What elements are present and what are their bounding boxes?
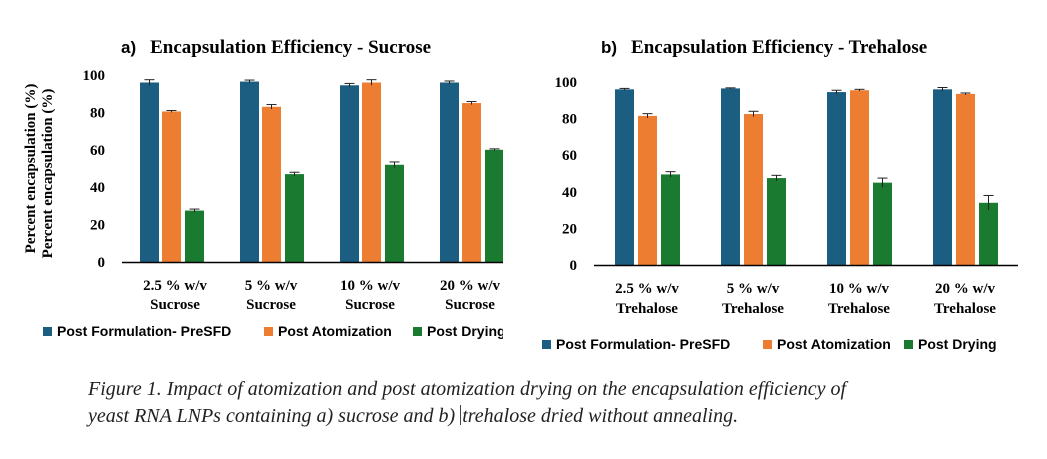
y-tick-label: 80 bbox=[90, 105, 105, 121]
caption-line-2-end: trehalose dried without annealing. bbox=[462, 405, 739, 427]
bar-post-formulation-presfd bbox=[933, 89, 952, 265]
bar-post-atomization bbox=[638, 115, 657, 265]
bar-post-drying bbox=[485, 149, 503, 262]
chart-panel-trehalose: b) Encapsulation Efficiency - Trehalose Pe… bbox=[40, 37, 1018, 352]
y-axis-label: Percent encapsulation (%) bbox=[23, 84, 39, 254]
bar-post-formulation-presfd bbox=[615, 89, 634, 265]
bar-post-atomization bbox=[462, 103, 481, 262]
charts-figure: a) Encapsulation Efficiency - Sucrose Perc… bbox=[23, 37, 1018, 352]
chart-title-text: Encapsulation Efficiency - Trehalose bbox=[631, 37, 927, 58]
x-tick-label: Sucrose bbox=[150, 297, 200, 313]
bar-post-drying bbox=[385, 164, 404, 262]
bar-post-drying bbox=[661, 174, 680, 265]
y-tick-label: 100 bbox=[83, 68, 106, 84]
y-tick-label: 0 bbox=[570, 258, 578, 274]
chart-body-sucrose: a) Encapsulation Efficiency - Sucrose Perc… bbox=[23, 37, 506, 339]
bar-post-atomization bbox=[850, 90, 869, 265]
legend-swatch bbox=[763, 340, 772, 349]
bar-post-drying bbox=[285, 174, 304, 262]
chart-title: b) Encapsulation Efficiency - Trehalose bbox=[601, 37, 927, 58]
bar-post-atomization bbox=[744, 114, 763, 266]
y-tick-label: 20 bbox=[562, 221, 577, 237]
bar-post-formulation-presfd bbox=[440, 82, 459, 262]
bar-post-drying bbox=[767, 178, 786, 265]
x-tick-label: Trehalose bbox=[722, 301, 784, 317]
bar-post-drying bbox=[979, 202, 998, 265]
panel-label: b) bbox=[601, 38, 617, 57]
legend-label: Post Drying bbox=[427, 323, 506, 339]
x-tick-label: 5 % w/v bbox=[245, 278, 298, 294]
y-tick-label: 40 bbox=[90, 180, 105, 196]
caption-line-2: yeast RNA LNPs containing a) sucrose and… bbox=[88, 403, 988, 430]
figure-caption: Figure 1. Impact of atomization and post… bbox=[88, 376, 988, 430]
y-tick-label: 40 bbox=[562, 185, 577, 201]
chart-title: a) Encapsulation Efficiency - Sucrose bbox=[121, 37, 431, 58]
bar-post-atomization bbox=[162, 111, 181, 262]
x-tick-label: 2.5 % w/v bbox=[143, 278, 207, 294]
legend-swatch bbox=[542, 340, 551, 349]
y-axis-label: Percent encapsulation (%) bbox=[40, 89, 56, 259]
x-tick-label: 20 % w/v bbox=[935, 281, 996, 297]
y-tick-label: 60 bbox=[562, 148, 577, 164]
y-tick-label: 80 bbox=[562, 112, 577, 128]
chart-title-text: Encapsulation Efficiency - Sucrose bbox=[150, 37, 431, 58]
x-tick-label: 2.5 % w/v bbox=[615, 281, 679, 297]
x-tick-label: Trehalose bbox=[828, 301, 890, 317]
chart-body-trehalose: b) Encapsulation Efficiency - Trehalose Pe… bbox=[40, 37, 1018, 352]
panel-label: a) bbox=[121, 38, 136, 57]
bar-post-formulation-presfd bbox=[240, 81, 259, 262]
y-tick-label: 0 bbox=[98, 255, 106, 271]
legend-label: Post Drying bbox=[918, 336, 997, 352]
x-tick-label: Sucrose bbox=[445, 297, 495, 313]
legend-swatch bbox=[904, 340, 913, 349]
legend-label: Post Atomization bbox=[278, 323, 392, 339]
bar-post-formulation-presfd bbox=[140, 82, 159, 262]
x-tick-label: 20 % w/v bbox=[440, 278, 501, 294]
text-cursor-icon bbox=[460, 405, 462, 425]
bar-post-atomization bbox=[362, 82, 381, 262]
x-tick-label: 10 % w/v bbox=[340, 278, 401, 294]
x-tick-label: Trehalose bbox=[934, 301, 996, 317]
y-tick-label: 60 bbox=[90, 143, 105, 159]
bar-post-drying bbox=[185, 210, 204, 262]
bar-post-formulation-presfd bbox=[721, 88, 740, 265]
bar-post-drying bbox=[873, 182, 892, 265]
y-tick-label: 100 bbox=[555, 75, 578, 91]
x-tick-label: 10 % w/v bbox=[829, 281, 890, 297]
caption-line-2-start: yeast RNA LNPs containing a) sucrose and… bbox=[88, 405, 461, 427]
legend-label: Post Formulation- PreSFD bbox=[57, 323, 231, 339]
x-tick-label: Sucrose bbox=[345, 297, 395, 313]
x-tick-label: Sucrose bbox=[246, 297, 296, 313]
legend-swatch bbox=[43, 327, 52, 336]
legend-label: Post Formulation- PreSFD bbox=[556, 336, 730, 352]
legend-swatch bbox=[264, 327, 273, 336]
x-tick-label: Trehalose bbox=[616, 301, 678, 317]
legend-label: Post Atomization bbox=[777, 336, 891, 352]
chart-panel-sucrose: a) Encapsulation Efficiency - Sucrose Perc… bbox=[23, 37, 506, 339]
bar-post-formulation-presfd bbox=[827, 92, 846, 265]
y-tick-label: 20 bbox=[90, 218, 105, 234]
legend-swatch bbox=[413, 327, 422, 336]
caption-line-1: Figure 1. Impact of atomization and post… bbox=[88, 378, 847, 400]
bar-post-formulation-presfd bbox=[340, 85, 359, 262]
x-tick-label: 5 % w/v bbox=[727, 281, 780, 297]
bar-post-atomization bbox=[262, 106, 281, 262]
bar-post-atomization bbox=[956, 93, 975, 266]
